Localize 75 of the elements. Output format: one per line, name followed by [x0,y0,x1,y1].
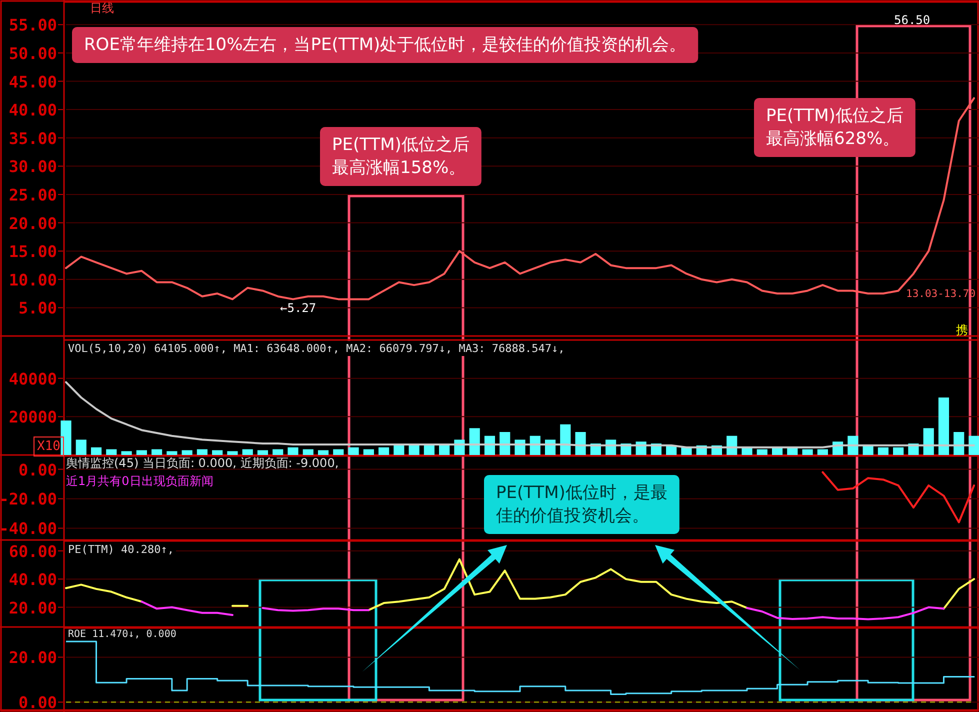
chart-title: 日线 [90,1,114,15]
y-tick-label: 15.00 [8,242,57,262]
y-tick-label: 20000 [8,408,57,427]
y-tick-label: 55.00 [8,16,57,35]
annotation: PE(TTM) 40.280↑, [68,543,174,556]
bar [166,451,178,455]
bar [954,432,964,455]
bar [756,449,768,455]
bar [121,451,132,455]
y-tick-label: -40.00 [0,519,57,538]
y-tick-label: 45.00 [8,72,57,92]
bar [242,449,253,455]
bar [378,447,390,455]
y-tick-label: 40000 [8,369,57,388]
y-tick-label: 20.00 [8,648,57,668]
bar [817,449,828,455]
bar [878,447,888,455]
annotation: 携 [956,323,968,337]
annotation: ←5.27 [280,301,316,315]
bar [333,449,344,455]
annotation: 舆情监控(45) 当日负面: 0.000, 近期负面: -9.000, [66,456,339,470]
bar [182,450,192,455]
annotation: ROE 11.470↓, 0.000 [68,629,176,640]
bar [288,447,298,455]
y-tick-label: 35.00 [8,128,57,148]
text: X10 [37,439,60,454]
bar [272,449,284,455]
annotation: VOL(5,10,20) 64105.000↑, MA1: 63648.000↑, MA2: 66079.797↓, MA3: 76888.547↓, [68,342,565,355]
annotation: PE(TTM)低位之后最高涨幅158%。 [332,135,470,178]
bar [893,447,904,455]
y-tick-label: 30.00 [8,157,57,176]
y-tick-label: 5.00 [18,298,57,318]
bar [60,420,72,455]
y-tick-label: -20.00 [0,490,57,509]
bar [302,449,314,455]
bar [938,398,950,455]
bar [575,432,586,455]
line-series [65,381,975,448]
y-tick-label: 10.00 [8,270,57,290]
y-tick-label: 40.00 [8,100,57,120]
annotation: 56.50 [894,13,930,27]
bar [560,424,571,455]
bar [136,450,147,455]
bar [802,449,813,455]
y-tick-label: 20.00 [8,598,57,618]
annotation: PE(TTM)低位之后最高涨幅628%。 [766,106,904,149]
y-tick-label: 0.00 [18,460,57,480]
y-tick-label: 60.00 [8,542,57,561]
bar [196,449,208,455]
bar [469,428,480,455]
line-series [822,471,975,524]
annotation: 近1月共有0日出现负面新闻 [66,474,214,488]
y-tick-label: 25.00 [8,185,57,204]
bar [257,450,268,455]
y-tick-label: 0.00 [18,693,57,712]
bar [500,432,510,455]
bar [408,445,420,455]
bar [363,449,374,455]
bar [76,440,86,455]
bar [90,447,102,455]
annotation: ROE常年维持在10%左右，当PE(TTM)处于低位时，是较佳的价值投资的机会。 [84,35,686,55]
y-tick-label: 20.00 [8,214,57,233]
line-series [65,97,975,300]
bar [318,450,329,455]
bar [681,447,692,455]
bar [348,447,359,455]
bar [152,449,162,455]
y-tick-label: 50.00 [8,44,57,63]
bar [212,450,223,455]
bar [923,428,934,455]
annotation: PE(TTM)低位时，是最佳的价值投资机会。 [496,483,668,526]
bar [227,451,238,455]
bar [968,436,979,455]
y-tick-label: 40.00 [8,570,57,590]
bar [106,449,117,455]
